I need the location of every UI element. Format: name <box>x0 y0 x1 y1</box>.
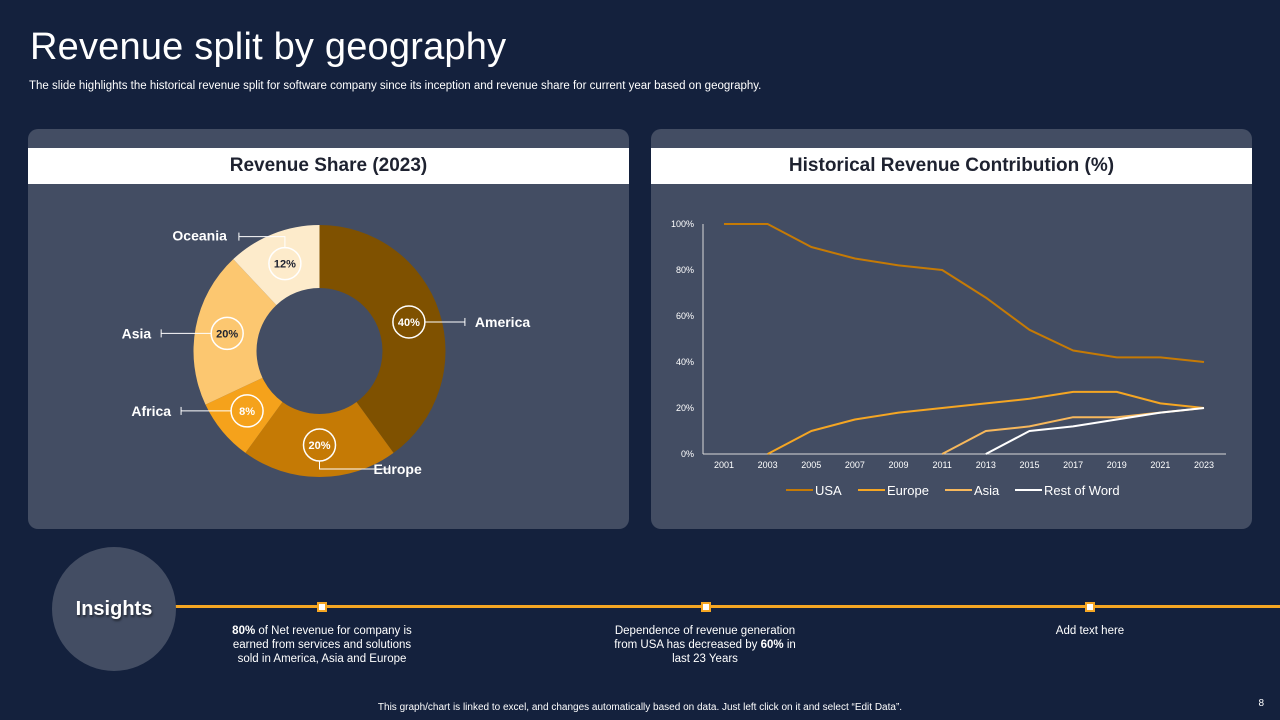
footer-note: This graph/chart is linked to excel, and… <box>377 702 903 713</box>
x-tick-label: 2015 <box>1019 460 1039 470</box>
legend-label: Asia <box>974 483 1000 498</box>
insights-badge: Insights <box>52 547 176 671</box>
slice-name-label: America <box>475 314 530 330</box>
y-tick-label: 20% <box>676 403 694 413</box>
leader-line <box>319 461 390 470</box>
slice-label-group: 12% Oceania <box>172 228 302 281</box>
slice-value-label: 20% <box>216 328 238 340</box>
series-line-rest-of-word[interactable] <box>985 407 1205 455</box>
slice-label-group: 8% Africa <box>131 394 264 428</box>
donut-slice-america[interactable] <box>319 225 446 453</box>
x-tick-label: 2013 <box>976 460 996 470</box>
page-number: 8 <box>1258 698 1264 709</box>
value-badge <box>230 394 264 428</box>
insight-2-text-end: in last 23 Years <box>672 639 796 665</box>
x-tick-label: 2007 <box>845 460 865 470</box>
revenue-share-panel: 40% America 20% Europe 8% Africa 20% Asia 12% Oce… <box>28 129 629 529</box>
x-tick-label: 2001 <box>714 460 734 470</box>
historical-revenue-panel: 0% 20% 40% 60% 80% 100% 2001 2003 2005 2007 2009 20… <box>651 129 1252 529</box>
timeline-marker-3 <box>1085 602 1095 612</box>
historical-revenue-header: Historical Revenue Contribution (%) <box>651 148 1252 184</box>
donut-chart[interactable]: 40% America 20% Europe 8% Africa 20% Asia 12% Oce… <box>28 129 629 529</box>
timeline-marker-2 <box>701 602 711 612</box>
insight-3-text[interactable]: Add text here <box>1055 625 1125 637</box>
x-tick-label: 2005 <box>801 460 821 470</box>
slice-label-group: 40% America <box>392 305 530 339</box>
insight-2-text: Dependence of revenue generation from US… <box>614 625 796 651</box>
x-tick-label: 2009 <box>889 460 909 470</box>
insight-item-3[interactable]: Add text here <box>1040 624 1140 638</box>
x-tick-label: 2019 <box>1107 460 1127 470</box>
y-tick-label: 100% <box>671 219 694 229</box>
page-title: Revenue split by geography <box>30 26 507 68</box>
x-tick-label: 2017 <box>1063 460 1083 470</box>
y-tick-label: 0% <box>681 449 694 459</box>
legend-label: Europe <box>887 483 929 498</box>
page-subtitle: The slide highlights the historical reve… <box>29 80 762 92</box>
value-badge <box>392 305 426 339</box>
x-tick-label: 2011 <box>933 460 952 470</box>
x-tick-label: 2023 <box>1194 460 1214 470</box>
slice-label-group: 20% Europe <box>302 428 422 477</box>
slice-name-label: Europe <box>374 461 422 477</box>
value-badge <box>302 428 337 462</box>
series-line-usa[interactable] <box>724 223 1205 363</box>
revenue-share-header: Revenue Share (2023) <box>28 148 629 184</box>
value-badge <box>268 246 302 281</box>
y-tick-label: 40% <box>676 357 694 367</box>
legend-label: Rest of Word <box>1044 483 1120 498</box>
slice-name-label: Oceania <box>172 228 227 244</box>
timeline-marker-1 <box>317 602 327 612</box>
value-badge <box>210 316 244 351</box>
line-chart[interactable]: 0% 20% 40% 60% 80% 100% 2001 2003 2005 2007 2009 20… <box>651 129 1252 529</box>
slice-value-label: 20% <box>308 440 330 452</box>
slice-value-label: 40% <box>398 317 420 329</box>
insight-2-highlight: 60% <box>760 639 784 651</box>
slice-value-label: 8% <box>239 406 255 418</box>
insight-1-text: of Net revenue for company is earned fro… <box>232 625 412 665</box>
leader-line <box>238 236 286 248</box>
slice-name-label: Africa <box>131 403 171 419</box>
insight-item-2: Dependence of revenue generation from US… <box>605 624 805 666</box>
legend-label: USA <box>815 483 842 498</box>
y-tick-label: 80% <box>676 265 694 275</box>
series-line-asia[interactable] <box>941 407 1205 455</box>
insights-timeline <box>170 605 1280 608</box>
x-tick-label: 2003 <box>758 460 778 470</box>
y-tick-label: 60% <box>676 311 694 321</box>
slice-name-label: Asia <box>122 325 152 341</box>
series-line-europe[interactable] <box>767 390 1205 455</box>
slice-value-label: 12% <box>274 259 296 271</box>
x-tick-label: 2021 <box>1150 460 1170 470</box>
insight-item-1: 80% of Net revenue for company is earned… <box>222 624 422 666</box>
slice-label-group: 20% Asia <box>122 316 244 351</box>
insight-1-highlight: 80% <box>232 625 256 637</box>
